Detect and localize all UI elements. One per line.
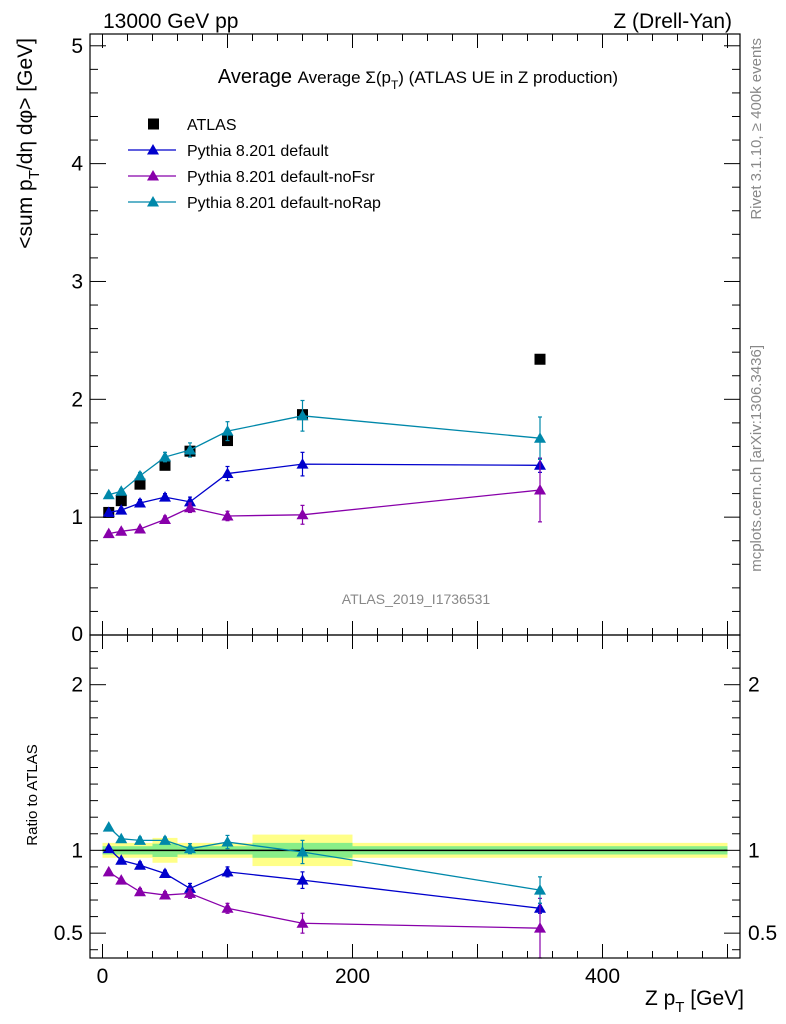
- legend-marker: [147, 144, 159, 155]
- main-point: [159, 451, 171, 462]
- main-point: [221, 467, 234, 479]
- main-point: [296, 409, 309, 421]
- mcplots-label: mcplots.cern.ch [arXiv:1306.3436]: [748, 345, 765, 572]
- ratio-point: [296, 845, 309, 857]
- ratio-point: [534, 884, 546, 895]
- main-ylabel: <sum pT/dη dφ> [GeV]: [14, 38, 43, 249]
- legend-marker: [147, 196, 159, 207]
- ratio-uncertainty-bands: [102, 834, 728, 867]
- ratio-ylabel: Ratio to ATLAS: [24, 744, 41, 845]
- ratio-point: [134, 834, 146, 845]
- ratio-point: [134, 885, 146, 897]
- ratio-point: [115, 874, 128, 885]
- main-plot-area: [102, 353, 546, 539]
- main-ytick-label: 5: [71, 35, 83, 58]
- header-right: Z (Drell-Yan): [613, 10, 732, 33]
- legend-label: ATLAS: [187, 117, 237, 134]
- ratio-ytick-label-right: 0.5: [748, 922, 777, 945]
- legend-marker: [147, 170, 159, 181]
- ratio-point: [159, 867, 171, 879]
- rivet-label: Rivet 3.1.10, ≥ 400k events: [748, 38, 765, 220]
- ratio-point: [184, 887, 196, 898]
- main-point: [102, 488, 115, 500]
- main-point: [134, 497, 146, 508]
- main-point: [184, 495, 196, 507]
- main-point: [134, 469, 146, 481]
- xtick-label: 0: [97, 965, 109, 988]
- analysis-watermark: ATLAS_2019_I1736531: [342, 591, 491, 607]
- main-point: [296, 458, 309, 469]
- ratio-ytick-label-right: 2: [748, 674, 760, 697]
- xtick-label: 400: [585, 965, 620, 988]
- main-point: [102, 527, 115, 539]
- main-series: [102, 451, 546, 517]
- ratio-point: [221, 865, 234, 877]
- ratio-plot-area: [102, 821, 546, 959]
- ratio-point: [134, 859, 146, 870]
- main-series-line: [108, 415, 541, 496]
- legend-label: Pythia 8.201 default-noFsr: [187, 169, 375, 186]
- main-point: [115, 495, 127, 507]
- main-point: [159, 459, 171, 471]
- main-point: [534, 432, 546, 443]
- ratio-point: [115, 854, 128, 865]
- main-series: [102, 457, 546, 539]
- ratio-point: [184, 842, 196, 854]
- legend: ATLAS Pythia 8.201 default Pythia 8.201 de…: [128, 117, 381, 212]
- main-ytick-label-zero: 0: [71, 623, 83, 646]
- main-series: [103, 353, 546, 518]
- main-ytick-label: 1: [71, 506, 83, 529]
- ratio-point: [221, 836, 234, 847]
- legend-marker: [148, 118, 159, 130]
- main-point: [115, 485, 128, 496]
- main-series-line: [108, 489, 541, 535]
- ratio-ytick-label-left: 1: [71, 839, 83, 862]
- ratio-point: [102, 865, 115, 877]
- ratio-point: [221, 902, 234, 913]
- main-title: Average Average Σ(pT) (ATLAS UE in Z pro…: [218, 66, 618, 92]
- main-point: [534, 484, 546, 495]
- main-series-line: [108, 463, 541, 514]
- main-point: [115, 504, 128, 515]
- main-series: [102, 399, 546, 500]
- main-point: [115, 525, 128, 536]
- ratio-ytick-label-right: 1: [748, 839, 760, 862]
- ratio-frame: [89, 634, 741, 959]
- ratio-point: [296, 917, 309, 928]
- main-point: [534, 353, 546, 365]
- main-ytick-label: 2: [71, 388, 83, 411]
- main-point: [184, 443, 196, 455]
- main-point: [296, 508, 309, 520]
- main-point: [159, 491, 171, 502]
- legend-label: Pythia 8.201 default: [187, 143, 329, 160]
- main-point: [184, 501, 196, 513]
- ratio-point: [102, 821, 115, 832]
- main-point: [102, 506, 115, 517]
- ratio-point: [115, 832, 128, 844]
- ratio-point: [296, 874, 309, 885]
- ratio-series: [102, 865, 546, 959]
- main-point: [134, 478, 146, 490]
- main-point: [159, 513, 171, 525]
- xlabel: Z pT [GeV]: [645, 987, 744, 1016]
- ratio-ytick-label-left: 2: [71, 674, 83, 697]
- main-point: [221, 509, 234, 521]
- ratio-point: [159, 889, 171, 900]
- main-point: [134, 522, 146, 534]
- xtick-label: 200: [335, 965, 370, 988]
- ratio-ytick-label-left: 0.5: [54, 922, 83, 945]
- ratio-series: [102, 821, 546, 904]
- main-ytick-label: 3: [71, 270, 83, 293]
- ratio-point: [534, 922, 546, 933]
- header-left: 13000 GeV pp: [103, 10, 238, 33]
- main-ytick-label: 4: [71, 153, 83, 176]
- ratio-point: [159, 834, 171, 845]
- legend-label: Pythia 8.201 default-noRap: [187, 195, 381, 212]
- main-point: [221, 425, 234, 436]
